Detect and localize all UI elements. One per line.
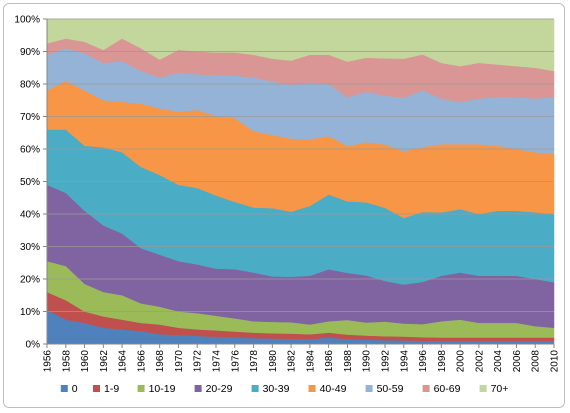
x-tick-label: 1956 [43, 350, 54, 373]
x-tick-label: 1998 [437, 350, 448, 373]
gridlines [47, 18, 554, 312]
y-tick-label: 30% [20, 242, 40, 253]
x-tick-label: 1966 [136, 350, 147, 373]
legend-item-60-69: 60-69 [422, 383, 461, 395]
x-tick-label: 1964 [118, 350, 129, 373]
legend-swatch [137, 385, 145, 392]
legend-swatch [308, 385, 316, 392]
legend-item-20-29: 20-29 [194, 383, 233, 395]
legend-label: 30-39 [263, 383, 290, 395]
y-tick-label: 50% [20, 177, 40, 188]
x-tick-label: 1988 [343, 350, 354, 373]
y-tick-label: 100% [14, 15, 40, 26]
x-tick-label: 1994 [399, 350, 410, 373]
legend-swatch [422, 385, 430, 392]
legend-label: 60-69 [434, 383, 461, 395]
y-tick-label: 60% [20, 145, 40, 156]
legend-item-0: 0 [60, 383, 78, 395]
legend-label: 10-19 [149, 383, 176, 395]
x-tick-label: 2000 [456, 350, 467, 373]
y-tick-label: 40% [20, 210, 40, 221]
x-tick-label: 1970 [174, 350, 185, 373]
x-tick-label: 1976 [230, 350, 241, 373]
x-tick-label: 1968 [155, 350, 166, 373]
x-tick-label: 2008 [531, 350, 542, 373]
y-tick-label: 20% [20, 275, 40, 286]
legend-item-70plus: 70+ [479, 383, 509, 395]
x-tick-label: 1958 [61, 350, 72, 373]
legend: 0 1-9 10-19 20-29 30-39 40-49 50-59 60-69 70+ [60, 383, 509, 395]
x-tick-label: 1972 [193, 350, 204, 373]
x-tick-label: 1962 [99, 350, 110, 373]
legend-label: 20-29 [206, 383, 233, 395]
legend-item-10-19: 10-19 [137, 383, 176, 395]
y-axis-tick-labels: 0% 10% 20% 30% 40% 50% 60% 70% 80% 90% 100% [14, 15, 47, 351]
y-tick-label: 10% [20, 307, 40, 318]
x-tick-label: 2004 [493, 350, 504, 373]
y-tick-label: 70% [20, 112, 40, 123]
legend-label: 50-59 [377, 383, 404, 395]
legend-label: 70+ [491, 383, 509, 395]
legend-swatch [251, 385, 259, 392]
x-tick-label: 1990 [362, 350, 373, 373]
legend-label: 1-9 [104, 383, 119, 395]
x-tick-label: 2002 [474, 350, 485, 373]
x-tick-label: 1980 [268, 350, 279, 373]
y-tick-label: 80% [20, 80, 40, 91]
x-tick-label: 1992 [381, 350, 392, 373]
legend-swatch [60, 385, 68, 392]
x-tick-label: 1996 [418, 350, 429, 373]
x-axis-tick-labels: 1956 1958 1960 1962 1964 1966 1968 1970 1972 1974… [43, 344, 561, 372]
x-tick-label: 1986 [324, 350, 335, 373]
x-tick-label: 1984 [305, 350, 316, 373]
legend-swatch [365, 385, 373, 392]
legend-swatch [93, 385, 100, 392]
x-tick-label: 2006 [512, 350, 523, 373]
y-tick-label: 90% [20, 47, 40, 58]
y-tick-label: 0% [26, 340, 41, 351]
legend-item-40-49: 40-49 [308, 383, 347, 395]
legend-item-1-9: 1-9 [93, 383, 119, 395]
legend-swatch [479, 385, 487, 392]
legend-label: 0 [72, 383, 78, 395]
legend-swatch [194, 385, 202, 392]
legend-label: 40-49 [320, 383, 347, 395]
x-tick-label: 1974 [212, 350, 223, 373]
legend-item-50-59: 50-59 [365, 383, 404, 395]
x-tick-label: 1960 [80, 350, 91, 373]
x-tick-label: 2010 [550, 350, 561, 373]
x-tick-label: 1982 [287, 350, 298, 373]
legend-item-30-39: 30-39 [251, 383, 290, 395]
x-tick-label: 1978 [249, 350, 260, 373]
